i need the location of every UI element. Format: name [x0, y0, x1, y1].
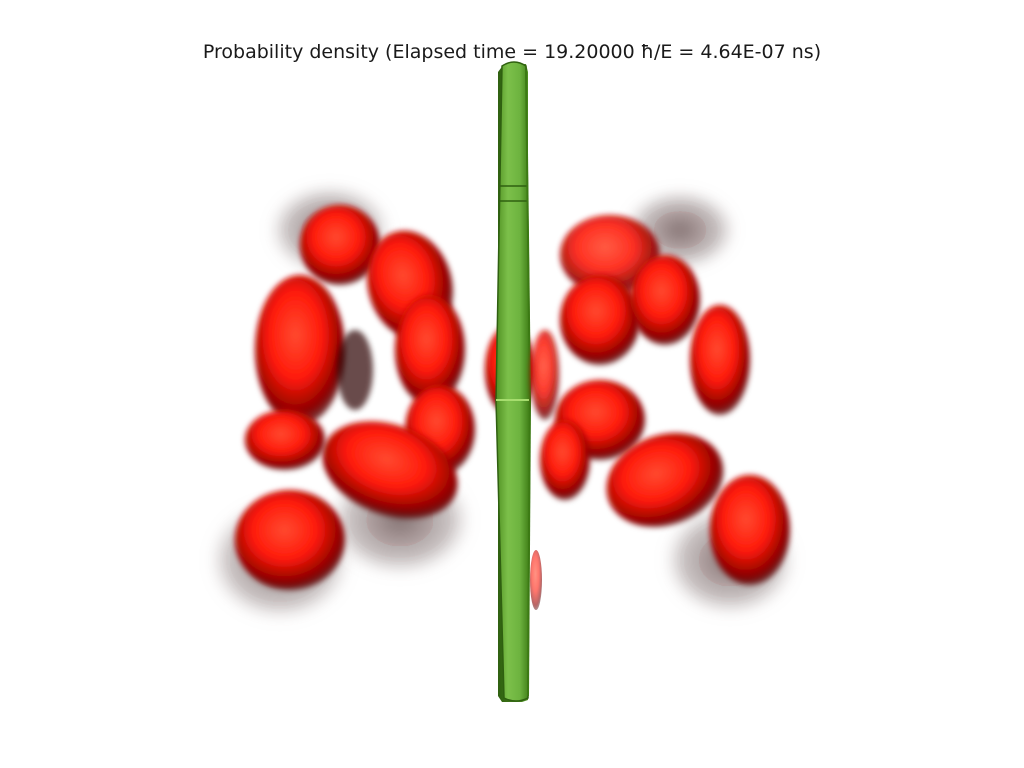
density-blob — [235, 490, 345, 590]
density-blob — [630, 255, 700, 345]
density-blob — [322, 421, 458, 519]
density-blob — [531, 330, 559, 420]
density-blob — [395, 295, 465, 405]
density-blob — [690, 305, 750, 415]
potential-barrier — [495, 61, 531, 702]
barrier-front-face — [495, 61, 531, 702]
density-blob — [245, 410, 325, 470]
density-blob — [300, 205, 380, 285]
plot-title: Probability density (Elapsed time = 19.2… — [202, 41, 822, 63]
density-blob — [560, 215, 660, 295]
density-blob — [255, 275, 345, 425]
barrier-edge — [525, 69, 531, 401]
density-blob — [560, 275, 640, 365]
density-cluster-right — [540, 190, 795, 615]
density-blob — [710, 475, 790, 585]
density-blob — [606, 432, 724, 528]
density-blob — [337, 330, 373, 410]
barrier-edge — [527, 399, 531, 697]
density-blob — [540, 420, 590, 500]
density-blob — [530, 550, 542, 610]
density-cluster-left — [210, 185, 535, 620]
